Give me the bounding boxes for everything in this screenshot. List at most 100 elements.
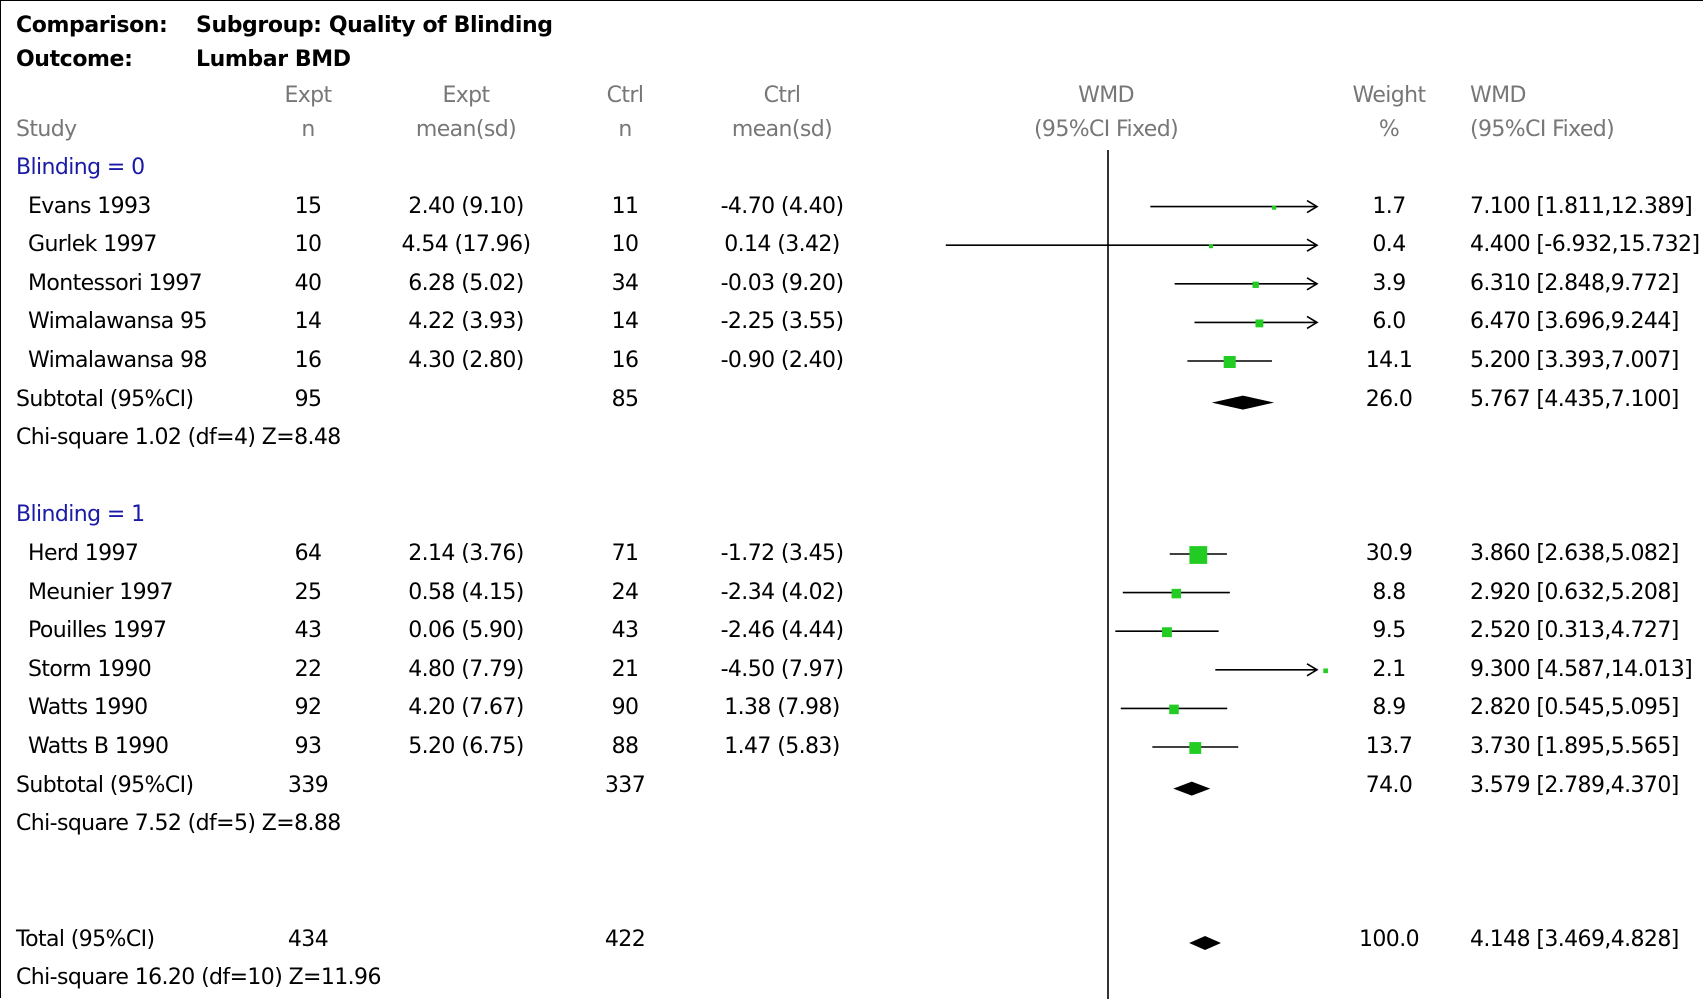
expt-n: 14	[294, 309, 322, 335]
total-heterogeneity-stats: Chi-square 16.20 (df=10) Z=11.96	[16, 965, 381, 990]
weight-percent: 14.1	[1365, 348, 1413, 373]
point-estimate-square	[1162, 627, 1172, 638]
weight-percent: 6.0	[1372, 309, 1406, 335]
total-label: Total (95%CI)	[16, 927, 155, 952]
study-name: Wimalawansa 98	[28, 348, 207, 373]
point-estimate-square	[1189, 546, 1208, 564]
point-estimate-square	[1252, 281, 1259, 288]
point-estimate-square	[1208, 244, 1213, 249]
col-header-ctrl-n-bottom: n	[618, 117, 632, 142]
expt-n: 10	[294, 232, 322, 258]
weight-percent: 3.9	[1372, 270, 1406, 296]
wmd-ci-text: 6.470 [3.696,9.244]	[1470, 309, 1679, 335]
subtotal-weight: 26.0	[1365, 386, 1413, 412]
ctrl-mean-sd: -2.46 (4.44)	[720, 618, 844, 644]
expt-mean-sd: 4.54 (17.96)	[401, 232, 532, 258]
total-ctrl-n: 422	[604, 927, 646, 952]
ctrl-mean-sd: -0.03 (9.20)	[720, 270, 844, 296]
total-expt-n: 434	[287, 927, 329, 952]
wmd-ci-text: 4.400 [-6.932,15.732]	[1470, 232, 1700, 258]
expt-mean-sd: 4.30 (2.80)	[408, 348, 524, 373]
col-header-weight-bottom: %	[1378, 117, 1400, 142]
ctrl-n: 14	[611, 309, 639, 335]
expt-n: 93	[294, 734, 322, 759]
col-header-wmd-plot-bottom: (95%CI Fixed)	[1033, 117, 1179, 142]
subtotal-label: Subtotal (95%CI)	[16, 772, 194, 798]
outcome-label: Outcome:	[16, 47, 133, 72]
subtotal-label: Subtotal (95%CI)	[16, 386, 194, 412]
total-diamond	[1189, 936, 1221, 950]
weight-percent: 30.9	[1365, 541, 1413, 566]
expt-n: 43	[294, 618, 322, 644]
ctrl-mean-sd: -0.90 (2.40)	[720, 348, 844, 373]
study-name: Wimalawansa 95	[28, 309, 207, 335]
ctrl-mean-sd: -1.72 (3.45)	[720, 541, 844, 566]
wmd-ci-text: 2.820 [0.545,5.095]	[1470, 695, 1679, 721]
ctrl-n: 24	[611, 579, 639, 605]
wmd-ci-text: 2.920 [0.632,5.208]	[1470, 579, 1679, 605]
point-estimate-square	[1223, 355, 1236, 369]
col-header-expt-n-bottom: n	[301, 117, 315, 142]
point-estimate-square	[1272, 205, 1277, 210]
weight-percent: 8.9	[1372, 695, 1406, 721]
wmd-ci-text: 3.730 [1.895,5.565]	[1470, 734, 1679, 759]
expt-n: 64	[294, 541, 322, 566]
study-name: Pouilles 1997	[28, 618, 167, 644]
study-name: Meunier 1997	[28, 579, 173, 605]
ctrl-mean-sd: -2.25 (3.55)	[720, 309, 844, 335]
wmd-ci-text: 6.310 [2.848,9.772]	[1470, 270, 1679, 296]
ctrl-n: 43	[611, 618, 639, 644]
expt-mean-sd: 0.06 (5.90)	[408, 618, 524, 644]
expt-n: 40	[294, 270, 322, 296]
point-estimate-square	[1171, 588, 1182, 599]
point-estimate-square	[1323, 668, 1328, 674]
weight-percent: 1.7	[1372, 193, 1406, 219]
ctrl-n: 88	[611, 734, 639, 759]
study-name: Evans 1993	[28, 193, 151, 219]
total-wmd-ci-text: 4.148 [3.469,4.828]	[1470, 927, 1679, 952]
ctrl-n: 21	[611, 656, 639, 682]
ci-arrow	[1306, 663, 1319, 677]
expt-n: 15	[294, 193, 322, 219]
subtotal-ctrl-n: 85	[611, 386, 639, 412]
expt-n: 92	[294, 695, 322, 721]
ci-arrow	[1306, 199, 1319, 214]
comparison-value: Subgroup: Quality of Blinding	[196, 13, 553, 38]
col-header-ctrl-n-top: Ctrl	[606, 83, 644, 108]
expt-mean-sd: 4.22 (3.93)	[408, 309, 524, 335]
subtotal-ctrl-n: 337	[604, 772, 646, 798]
ci-arrow	[1306, 238, 1319, 252]
study-name: Herd 1997	[28, 541, 139, 566]
expt-mean-sd: 6.28 (5.02)	[408, 270, 524, 296]
ctrl-n: 16	[611, 348, 639, 373]
col-header-wmd-plot-top: WMD	[1078, 83, 1134, 108]
study-name: Storm 1990	[28, 656, 152, 682]
ctrl-mean-sd: 1.47 (5.83)	[724, 734, 840, 759]
expt-mean-sd: 4.80 (7.79)	[408, 656, 524, 682]
subtotal-diamond	[1211, 395, 1275, 410]
ctrl-mean-sd: 1.38 (7.98)	[724, 695, 840, 721]
ctrl-mean-sd: -2.34 (4.02)	[720, 579, 844, 605]
expt-mean-sd: 0.58 (4.15)	[408, 579, 524, 605]
ctrl-n: 90	[611, 695, 639, 721]
group-label: Blinding = 1	[16, 502, 145, 528]
expt-n: 25	[294, 579, 322, 605]
total-weight: 100.0	[1359, 927, 1420, 952]
subtotal-wmd-ci-text: 3.579 [2.789,4.370]	[1470, 772, 1679, 798]
study-name: Gurlek 1997	[28, 232, 157, 258]
group-label: Blinding = 0	[16, 155, 145, 180]
wmd-ci-text: 2.520 [0.313,4.727]	[1470, 618, 1679, 644]
study-name: Watts 1990	[28, 695, 148, 721]
wmd-ci-text: 9.300 [4.587,14.013]	[1470, 656, 1693, 682]
ctrl-mean-sd: 0.14 (3.42)	[724, 232, 840, 258]
weight-percent: 2.1	[1372, 656, 1406, 682]
ctrl-n: 11	[611, 193, 639, 219]
point-estimate-square	[1255, 319, 1264, 328]
wmd-ci-text: 7.100 [1.811,12.389]	[1470, 193, 1693, 219]
weight-percent: 13.7	[1365, 734, 1413, 759]
weight-percent: 0.4	[1372, 232, 1406, 258]
col-header-ctrl-mean-bottom: mean(sd)	[731, 117, 833, 142]
col-header-weight-top: Weight	[1352, 83, 1426, 108]
ci-arrow	[1306, 315, 1319, 330]
ctrl-n: 34	[611, 270, 639, 296]
